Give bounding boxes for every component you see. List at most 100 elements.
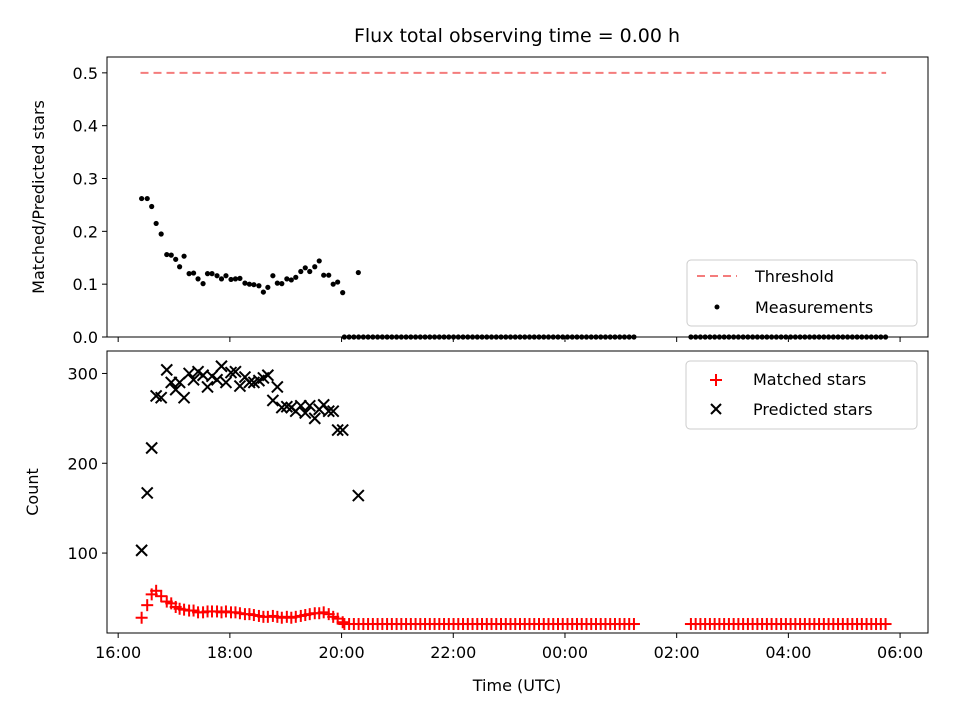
predicted-point — [177, 391, 191, 404]
measurement-point — [412, 334, 419, 340]
predicted-point — [299, 406, 312, 420]
predicted-point — [145, 441, 158, 455]
measurement-point — [346, 334, 352, 340]
measurement-point — [370, 334, 376, 340]
measurement-point — [631, 334, 637, 340]
measurement-point — [228, 276, 234, 283]
predicted-point-b — [145, 441, 158, 455]
predicted-point — [224, 366, 238, 379]
predicted-point — [215, 360, 228, 373]
measurement-point — [479, 334, 485, 340]
measurement-point — [164, 251, 170, 258]
matched-point — [141, 599, 154, 612]
measurement-point — [186, 271, 192, 277]
bottom-legend: Matched stars Predicted stars — [685, 360, 918, 430]
measurement-point — [341, 334, 347, 340]
measurement-point — [745, 334, 751, 340]
measurement-point — [356, 334, 362, 340]
matched-point — [336, 616, 349, 629]
measurement-point — [512, 334, 518, 340]
measurement-point — [460, 334, 466, 340]
measurement-point — [389, 334, 395, 340]
measurement-point — [821, 334, 827, 340]
measurement-point — [173, 256, 179, 262]
measurement-point — [811, 334, 817, 340]
measurement-point — [598, 334, 604, 340]
measurement-point — [422, 334, 428, 340]
measurement-point — [181, 253, 187, 259]
bottom-x-ticks: 16:00 18:00 20:00 22:00 00:00 02:00 04:00 06:00 — [95, 633, 923, 662]
predicted-point-b — [299, 406, 312, 420]
predicted-point-b — [173, 376, 186, 389]
measurement-point — [326, 272, 332, 278]
predicted-points — [135, 360, 365, 557]
predicted-point-b — [271, 380, 284, 394]
predicted-point-b — [308, 412, 321, 425]
predicted-point-b — [294, 399, 308, 412]
measurement-point — [854, 334, 860, 340]
measurement-point — [408, 334, 414, 340]
measurement-point — [541, 334, 547, 340]
matched-point — [150, 584, 163, 597]
measurement-point — [298, 268, 304, 275]
top-y-axis-label: Matched/Predicted stars — [29, 100, 48, 294]
measurement-point — [355, 269, 361, 276]
predicted-point — [243, 376, 256, 389]
x-tick-label-7: 06:00 — [877, 643, 923, 662]
predicted-point — [160, 363, 173, 377]
predicted-point-b — [177, 391, 191, 404]
predicted-point — [261, 369, 275, 382]
x-tick-label-0: 16:00 — [95, 643, 141, 662]
measurement-point — [849, 334, 855, 340]
predicted-point — [303, 399, 316, 412]
measurement-point — [844, 334, 851, 340]
bottom-legend-box — [685, 360, 918, 430]
predicted-point-b — [317, 398, 330, 412]
measurement-point — [214, 273, 220, 279]
predicted-point — [322, 404, 335, 418]
top-legend: Threshold Measurements — [686, 259, 918, 327]
measurement-point — [360, 334, 366, 340]
x-tick-label-6: 04:00 — [765, 643, 811, 662]
predicted-point — [308, 412, 321, 425]
x-tick-label-4: 00:00 — [542, 643, 588, 662]
measurement-point — [583, 334, 590, 340]
bottom-y-tick-label-0: 100 — [67, 544, 98, 563]
measurement-point — [825, 334, 832, 340]
predicted-point — [271, 380, 284, 394]
measurement-point — [335, 279, 341, 285]
measurement-point — [797, 334, 803, 340]
predicted-point-b — [303, 399, 316, 412]
measurement-point — [564, 334, 571, 340]
predicted-point — [326, 404, 340, 418]
legend-threshold-label: Threshold — [754, 267, 834, 286]
predicted-point — [187, 373, 200, 386]
measurement-point — [612, 334, 618, 340]
measurement-point — [195, 276, 201, 282]
predicted-point — [210, 373, 224, 386]
measurement-point — [190, 270, 197, 276]
measurement-point — [265, 284, 271, 290]
measurement-point — [503, 334, 509, 340]
bottom-y-tick-label-2: 300 — [67, 364, 98, 383]
measurement-point — [626, 334, 632, 340]
measurement-point — [802, 334, 808, 340]
measurement-point — [783, 334, 789, 340]
predicted-point — [219, 376, 233, 389]
predicted-point — [280, 400, 294, 413]
predicted-point-b — [266, 394, 280, 407]
predicted-point-b — [210, 373, 224, 386]
predicted-point — [294, 399, 308, 412]
measurement-point — [721, 334, 727, 340]
bottom-plot-frame — [106, 350, 929, 634]
measurement-point — [177, 264, 183, 270]
measurement-point — [455, 334, 461, 340]
predicted-point-b — [215, 360, 228, 373]
predicted-point-b — [331, 423, 344, 437]
matched-point — [135, 611, 148, 624]
measurement-point — [351, 334, 357, 340]
measurement-point — [555, 334, 561, 340]
measurement-point — [403, 334, 409, 340]
measurement-point — [270, 273, 276, 279]
measurement-point — [316, 258, 322, 264]
